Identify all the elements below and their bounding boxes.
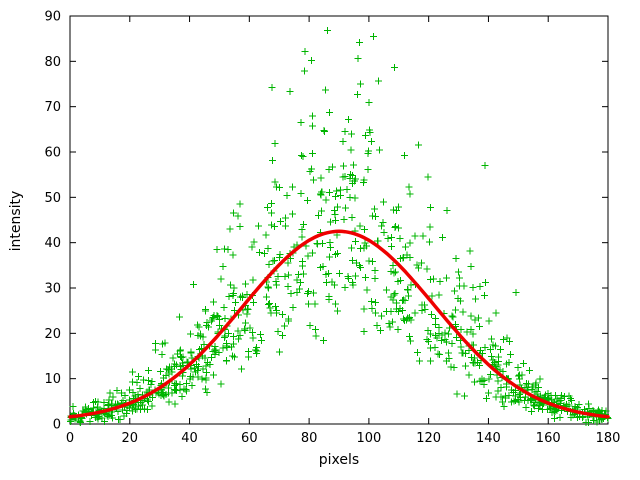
x-tick-label: 60 — [241, 431, 258, 446]
x-axis-title: pixels — [318, 452, 360, 468]
y-axis-title: intensity — [8, 190, 24, 252]
y-tick-label: 90 — [44, 10, 61, 25]
y-tick-label: 50 — [44, 191, 61, 206]
x-tick-label: 100 — [356, 431, 381, 446]
x-tick-label: 20 — [122, 431, 139, 446]
x-tick-label: 80 — [301, 431, 318, 446]
y-tick-label: 70 — [44, 100, 61, 115]
x-tick-label: 0 — [66, 431, 74, 446]
y-tick-label: 60 — [44, 146, 61, 161]
x-tick-label: 160 — [536, 431, 561, 446]
x-tick-label: 120 — [416, 431, 441, 446]
y-tick-label: 10 — [44, 372, 61, 387]
y-tick-label: 0 — [53, 418, 61, 433]
fit-curve — [68, 229, 610, 419]
y-tick-label: 80 — [44, 55, 61, 70]
x-tick-label: 140 — [476, 431, 501, 446]
x-tick-label: 180 — [596, 431, 621, 446]
y-tick-label: 40 — [44, 236, 61, 251]
x-tick-label: 40 — [181, 431, 198, 446]
y-tick-label: 20 — [44, 327, 61, 342]
y-tick-label: 30 — [44, 282, 61, 297]
